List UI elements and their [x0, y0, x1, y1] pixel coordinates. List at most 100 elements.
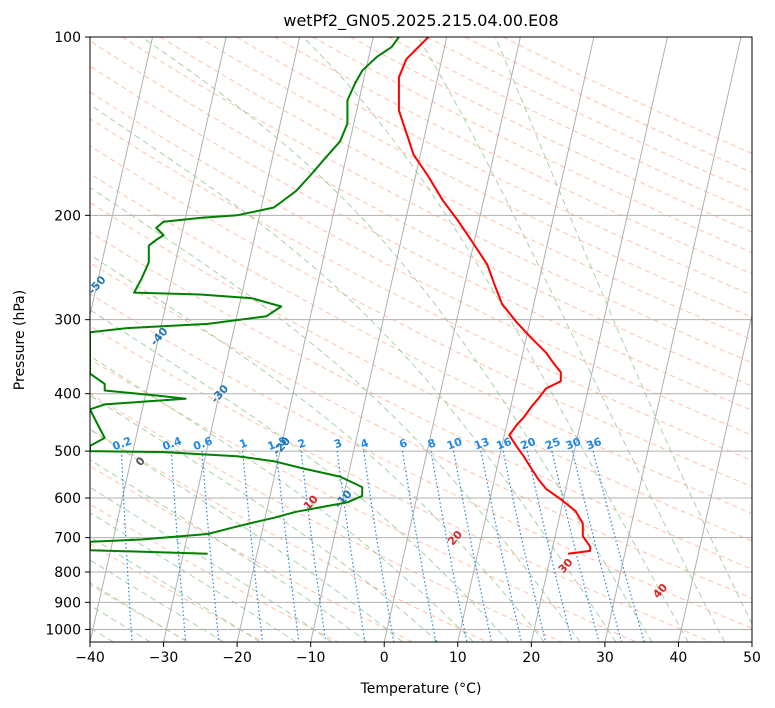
isotherm-line: [236, 37, 374, 642]
y-tick-label: 300: [54, 313, 81, 329]
isotherm-line: [604, 37, 742, 642]
x-tick-label: −40: [75, 650, 105, 666]
y-tick-label: 200: [54, 208, 81, 224]
mixing-ratio-line: [480, 450, 523, 642]
y-tick-label: 400: [54, 387, 81, 403]
mixing-ratio-line: [571, 450, 623, 642]
isotherm-line: [457, 37, 595, 642]
isotherm-label: -50: [86, 273, 109, 297]
moist-adiabat-line: [90, 459, 368, 642]
y-tick-label: 600: [54, 491, 81, 507]
x-tick-label: 30: [596, 650, 614, 666]
y-axis-title: Pressure (hPa): [12, 290, 28, 390]
x-axis-title: Temperature (°C): [360, 681, 482, 697]
mixing-ratio-label: 4: [359, 436, 371, 451]
dry-adiabat-line: [90, 65, 752, 412]
dry-adiabat-line: [90, 201, 752, 542]
isotherm-line: [677, 312, 752, 642]
mixing-ratio-label: 30: [564, 435, 583, 453]
mixing-ratio-label: 0.4: [161, 434, 184, 453]
mixing-ratio-label: 0.6: [191, 434, 214, 453]
dry-adiabat-line: [90, 293, 752, 629]
mixing-ratio-label: 16: [494, 435, 513, 453]
pressure-gridlines: [90, 37, 752, 630]
isotherm-label: -10: [332, 487, 355, 511]
mixing-ratio-line: [201, 451, 220, 642]
moist-adiabat-line: [90, 486, 332, 642]
mixing-ratio-label: 25: [543, 435, 562, 452]
dry-adiabat-line: [121, 37, 752, 364]
moist-adiabat-label: 20: [445, 528, 465, 548]
moist-adiabat-line: [90, 559, 224, 642]
mixing-ratio-line: [551, 450, 600, 642]
mixing-ratio-label: 1: [238, 436, 250, 451]
y-tick-label: 700: [54, 531, 81, 547]
dry-adiabat-line: [90, 503, 339, 642]
dry-adiabat-line: [90, 358, 637, 642]
moist-adiabat-line: [90, 309, 510, 642]
mixing-ratio-label: 1.5: [266, 434, 289, 453]
mixing-ratio-label: 8: [426, 436, 438, 451]
x-tick-label: 50: [743, 650, 761, 666]
mixing-ratio-line: [592, 450, 645, 642]
dewpoint-profile: [90, 37, 400, 555]
mixing-ratio-lines: [120, 450, 645, 642]
mixing-ratio-label: 20: [519, 435, 538, 453]
dry-adiabat-line: [90, 428, 488, 642]
moist-adiabat-line: [494, 37, 752, 625]
dry-adiabat-line: [90, 40, 752, 387]
x-tick-label: 0: [380, 650, 389, 666]
y-axis-ticks: 100 200 300 400 500 600 700 800 900 1000: [45, 30, 90, 638]
dry-adiabats: [90, 37, 752, 642]
moist-adiabat-label: 0: [133, 454, 148, 469]
dry-adiabat-line: [90, 231, 752, 570]
moist-adiabat-line: [302, 37, 689, 642]
mixing-ratio-line: [275, 451, 300, 642]
plot-frame: [89, 36, 753, 643]
y-tick-label: 100: [54, 30, 81, 46]
mixing-ratio-line: [170, 451, 187, 642]
moist-adiabat-line: [90, 394, 439, 642]
isotherm-line: [310, 37, 448, 642]
isotherms: [90, 37, 752, 642]
moist-adiabat-line: [417, 37, 726, 642]
mixing-ratio-label: 10: [445, 435, 464, 453]
dry-adiabat-line: [90, 91, 752, 436]
moist-adiabat-line: [90, 186, 581, 642]
x-tick-label: −30: [149, 650, 179, 666]
mixing-ratio-line: [363, 451, 395, 642]
dry-adiabat-line: [274, 37, 752, 275]
dry-adiabat-line: [236, 37, 752, 296]
moist-adiabat-line: [90, 582, 188, 642]
y-tick-label: 1000: [45, 622, 81, 638]
isotherm-line: [383, 37, 521, 642]
x-axis-ticks: −40 −30 −20 −10 0 10 20 30 40 50: [75, 642, 761, 666]
isotherm-line: [751, 639, 752, 642]
y-tick-label: 500: [54, 444, 81, 460]
plot-area: 0.10.20.40.611.52346810131620253036-100-…: [86, 37, 752, 642]
moist-adiabat-label: 30: [556, 556, 576, 576]
dry-adiabat-line: [312, 37, 752, 254]
moist-adiabat-label: 40: [650, 581, 670, 601]
mixing-ratio-label: 3: [332, 436, 344, 451]
dry-adiabat-line: [90, 543, 264, 642]
mixing-ratio-label: 13: [472, 435, 491, 452]
x-tick-label: 10: [449, 650, 467, 666]
mixing-ratio-line: [242, 451, 264, 642]
mixing-ratio-label: 2: [296, 436, 308, 451]
mixing-ratio-line: [526, 450, 573, 642]
sounding-profiles: [90, 37, 592, 555]
mixing-ratio-line: [453, 450, 493, 642]
dry-adiabat-line: [350, 37, 752, 233]
isotherm-line: [163, 37, 301, 642]
mixing-ratio-line: [401, 451, 437, 642]
isotherm-line: [90, 37, 154, 318]
mixing-ratio-label: 0.2: [111, 434, 134, 453]
moist-adiabat-line: [141, 37, 653, 642]
dry-adiabat-line: [426, 37, 752, 193]
y-tick-label: 900: [54, 595, 81, 611]
dry-adiabat-line: [502, 37, 752, 154]
mixing-ratio-label: 36: [585, 435, 604, 453]
chart-line-labels: 0.10.20.40.611.52346810131620253036-100-…: [86, 273, 670, 601]
temperature-profile: [397, 37, 592, 555]
